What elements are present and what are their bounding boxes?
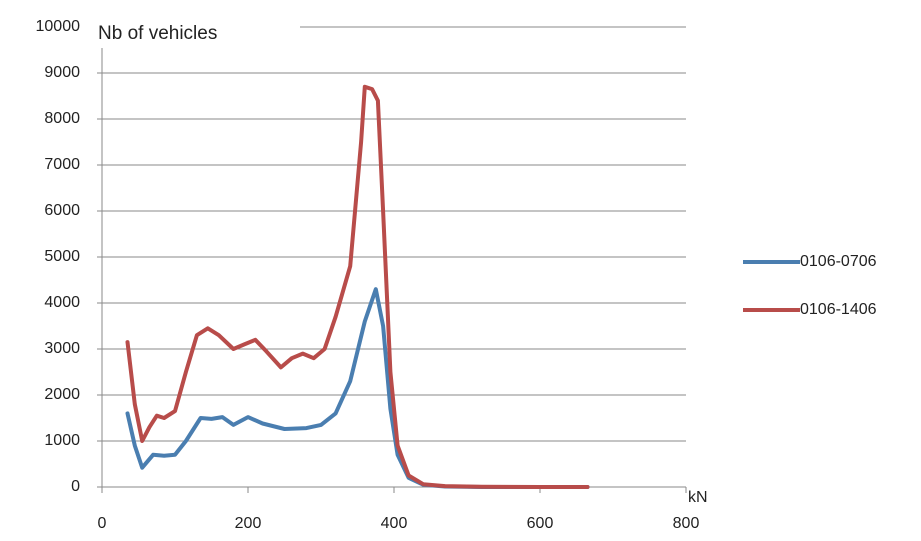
x-axis-label: kN [688, 489, 708, 506]
y-tick-label: 9000 [44, 64, 80, 81]
y-tick-label: 0 [71, 478, 80, 495]
y-tick-label: 1000 [44, 432, 80, 449]
x-tick-label: 400 [381, 515, 408, 532]
legend-label: 0106-1406 [800, 301, 877, 318]
y-tick-label: 2000 [44, 386, 80, 403]
label-bg [92, 20, 300, 48]
y-tick-label: 3000 [44, 340, 80, 357]
x-tick-label: 800 [673, 515, 700, 532]
y-tick-label: 5000 [44, 248, 80, 265]
x-tick-label: 200 [235, 515, 262, 532]
y-tick-label: 10000 [36, 18, 81, 35]
y-axis-label: Nb of vehicles [98, 23, 217, 44]
y-tick-label: 6000 [44, 202, 80, 219]
line [125, 84, 590, 489]
y-tick-label: 7000 [44, 156, 80, 173]
legend-label: 0106-0706 [800, 253, 877, 270]
x-tick-label: 0 [98, 515, 107, 532]
y-tick-label: 4000 [44, 294, 80, 311]
y-tick-label: 8000 [44, 110, 80, 127]
x-tick-label: 600 [527, 515, 554, 532]
